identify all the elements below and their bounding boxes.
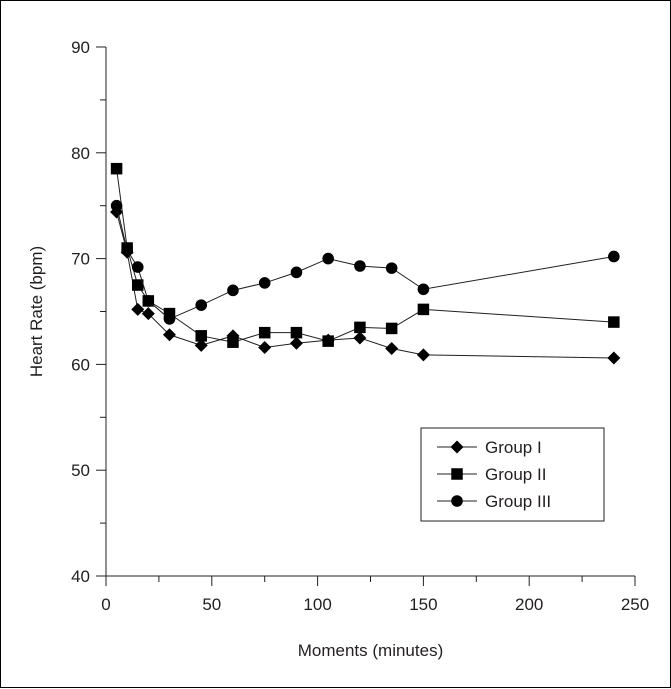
x-tick-label: 100	[303, 595, 331, 614]
y-axis-title: Heart Rate (bpm)	[27, 246, 46, 377]
x-tick-label: 250	[621, 595, 649, 614]
data-point	[110, 162, 123, 175]
data-point	[607, 351, 621, 365]
legend-label: Group II	[485, 465, 546, 484]
data-point	[322, 252, 334, 265]
data-point	[162, 328, 176, 342]
legend-marker	[451, 495, 463, 507]
y-tick-label: 60	[71, 355, 90, 374]
series-line	[116, 211, 614, 359]
data-point	[417, 303, 430, 316]
data-point	[290, 266, 303, 279]
series-group-2	[110, 162, 620, 348]
data-point	[195, 330, 207, 342]
data-point	[227, 336, 239, 348]
x-tick-label: 0	[101, 595, 110, 614]
data-point	[258, 326, 271, 339]
axes: 40 50 60 70 80 90 0 50 100 150 200 250	[71, 38, 649, 614]
data-point	[110, 199, 123, 212]
legend-marker	[450, 440, 464, 454]
data-point	[385, 342, 399, 356]
legend-label: Group I	[485, 438, 542, 457]
data-point	[131, 261, 144, 273]
series-group-1	[110, 205, 621, 365]
series-group-3	[110, 199, 620, 325]
x-tick-label: 50	[202, 595, 221, 614]
data-point	[416, 348, 430, 362]
x-tick-label: 150	[409, 595, 437, 614]
y-tick-label: 90	[71, 38, 90, 57]
x-axis-title: Moments (minutes)	[298, 641, 443, 660]
legend-marker	[451, 468, 463, 480]
data-point	[353, 331, 367, 345]
data-point	[385, 262, 398, 274]
data-point	[258, 277, 271, 289]
legend: Group I Group II Group III	[420, 427, 605, 522]
data-point	[131, 279, 144, 291]
data-point	[131, 302, 145, 316]
y-tick-label: 50	[71, 461, 90, 480]
data-point	[142, 295, 155, 307]
data-point	[121, 244, 133, 256]
data-point	[290, 326, 303, 339]
data-point	[141, 307, 155, 321]
y-tick-label: 80	[71, 144, 90, 163]
y-tick-label: 40	[71, 567, 90, 586]
data-point	[608, 250, 620, 263]
data-point	[289, 336, 303, 350]
legend-label: Group III	[485, 492, 551, 511]
data-point	[385, 322, 398, 335]
data-point	[417, 283, 430, 296]
data-point	[195, 299, 208, 311]
x-tick-label: 200	[515, 595, 543, 614]
series-line	[116, 205, 614, 320]
series-layer	[110, 162, 621, 365]
data-point	[163, 313, 176, 325]
series-line	[116, 168, 614, 343]
data-point	[194, 338, 208, 352]
data-point	[354, 321, 366, 334]
data-point	[258, 340, 272, 354]
data-point	[227, 284, 239, 297]
y-tick-label: 70	[71, 250, 90, 269]
data-point	[608, 316, 620, 328]
data-point	[322, 335, 334, 347]
data-point	[354, 260, 366, 272]
